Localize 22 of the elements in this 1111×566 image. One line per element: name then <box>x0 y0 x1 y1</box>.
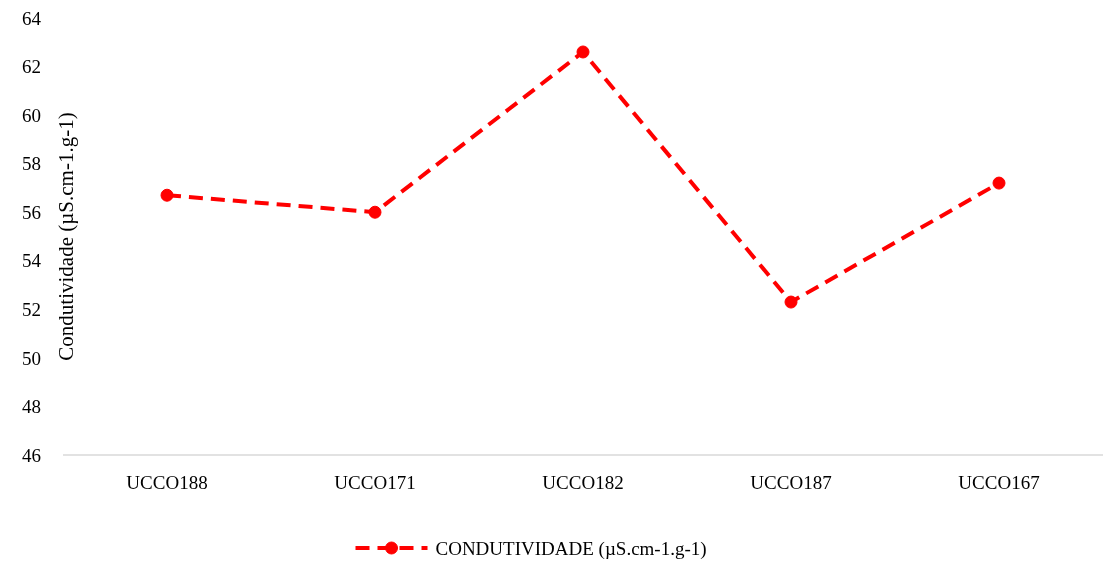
y-tick-label: 48 <box>22 396 41 418</box>
y-tick-label: 46 <box>22 444 41 466</box>
y-tick-label: 62 <box>22 56 41 78</box>
y-tick-label: 52 <box>22 298 41 320</box>
y-axis-title: Condutividade (µS.cm-1.g-1) <box>54 112 78 361</box>
x-tick-label: UCCO188 <box>126 472 208 493</box>
y-tick-label: 54 <box>22 250 42 272</box>
x-tick-label: UCCO187 <box>750 472 832 493</box>
point <box>576 45 590 59</box>
point <box>160 188 174 202</box>
y-tick-label: 56 <box>22 201 41 223</box>
y-tick-label: 58 <box>22 153 41 175</box>
x-tick-label: UCCO171 <box>334 472 416 493</box>
x-tick-label: UCCO182 <box>542 472 624 493</box>
x-tick-label: UCCO167 <box>958 472 1040 493</box>
point <box>368 205 382 219</box>
point <box>992 176 1006 190</box>
y-tick-label: 60 <box>22 104 41 126</box>
point <box>784 295 798 309</box>
y-tick-label: 50 <box>22 347 41 369</box>
y-tick-label: 64 <box>22 7 42 29</box>
legend-label: CONDUTIVIDADE (µS.cm-1.g-1) <box>435 537 707 560</box>
